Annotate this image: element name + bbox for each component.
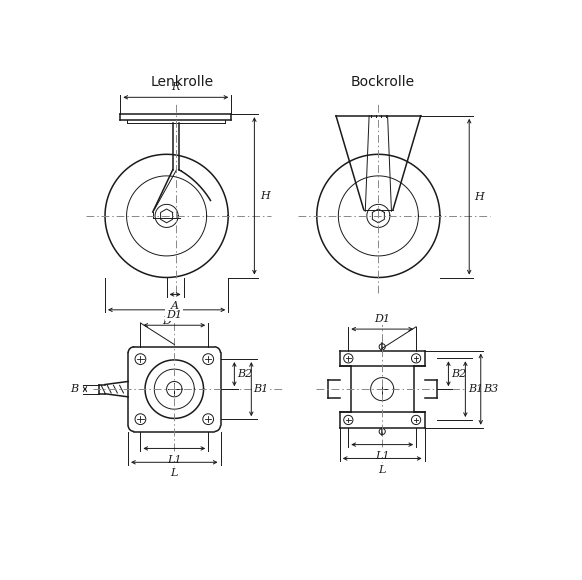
Text: D1: D1 bbox=[166, 310, 182, 320]
Text: B1: B1 bbox=[468, 384, 483, 394]
Text: L1: L1 bbox=[167, 455, 182, 465]
Text: D1: D1 bbox=[374, 314, 390, 324]
Text: H: H bbox=[260, 191, 269, 201]
Text: B3: B3 bbox=[483, 384, 498, 394]
Text: D: D bbox=[162, 316, 171, 326]
Text: L: L bbox=[171, 469, 178, 478]
Text: Lenkrolle: Lenkrolle bbox=[150, 75, 214, 89]
Text: Bockrolle: Bockrolle bbox=[350, 75, 414, 89]
Text: L1: L1 bbox=[375, 451, 389, 461]
Text: B: B bbox=[70, 384, 78, 394]
Text: B2: B2 bbox=[237, 369, 252, 379]
Text: B2: B2 bbox=[450, 369, 466, 379]
Text: R: R bbox=[172, 82, 180, 92]
Text: H: H bbox=[474, 191, 484, 202]
Text: L: L bbox=[378, 465, 386, 474]
Text: A: A bbox=[171, 300, 179, 311]
Text: B1: B1 bbox=[254, 384, 269, 394]
